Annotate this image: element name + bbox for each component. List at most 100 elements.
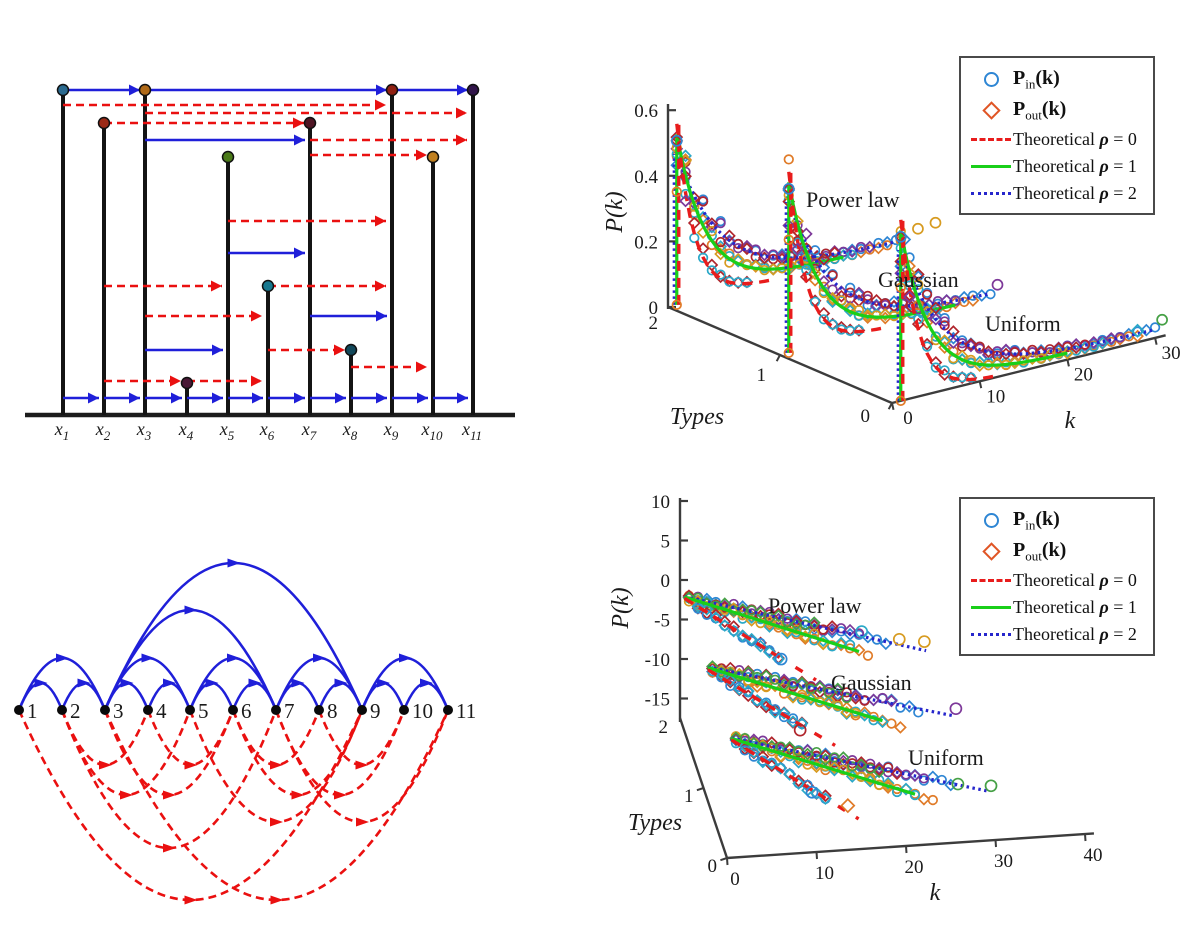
data-marker-diamond [819, 753, 832, 766]
network-node [57, 705, 67, 715]
data-marker-diamond [964, 337, 978, 351]
data-marker-circle [706, 265, 717, 276]
arc-arrowhead [205, 678, 219, 688]
node-label: 5 [198, 699, 209, 723]
data-marker-diamond [861, 308, 875, 322]
network-node [443, 705, 453, 715]
data-marker-diamond [880, 235, 894, 249]
data-marker-diamond [902, 699, 916, 713]
tick-label: 2 [659, 717, 669, 738]
tick-label: 0 [861, 406, 871, 427]
interval-endpoint-dot [180, 376, 194, 390]
pin-circle-icon [969, 513, 1013, 528]
data-marker-diamond [732, 682, 746, 696]
arc-network-panel: 1 2 3 4 5 6 7 8 9 10 11 [14, 558, 476, 905]
interval-label: x5 [219, 419, 235, 443]
node-label: 8 [327, 699, 338, 723]
data-marker-circle [1149, 322, 1161, 333]
data-marker-diamond [957, 290, 971, 304]
arc-arrowhead [356, 817, 369, 827]
types-axis-label-linear: Types [670, 404, 724, 430]
arc-arrowhead [34, 678, 48, 688]
annotation-power-law-linear: Power law [806, 187, 900, 212]
annotation-uniform-linear: Uniform [985, 311, 1061, 336]
tick-label: 1 [684, 786, 694, 807]
data-marker-diamond [881, 776, 895, 790]
data-marker-circle [912, 222, 924, 235]
data-marker-diamond [792, 750, 806, 764]
data-marker-diamond [756, 750, 770, 764]
data-marker-diamond [768, 705, 782, 719]
data-marker-diamond [849, 689, 863, 703]
arc-arrowhead [184, 605, 198, 615]
data-marker-circle [818, 624, 829, 635]
tick-label: 40 [1084, 845, 1103, 866]
pout-diamond-icon [969, 542, 1013, 561]
data-marker-circle [835, 623, 847, 634]
arc-arrowhead [355, 760, 369, 770]
data-marker-diamond [854, 758, 868, 772]
data-marker-diamond [834, 320, 848, 334]
node-label: 4 [156, 699, 167, 723]
data-marker-diamond [890, 767, 904, 781]
arc-arrowhead [270, 760, 283, 770]
data-marker-diamond [709, 611, 723, 625]
interval-label: x10 [421, 419, 444, 443]
data-marker-diamond [817, 252, 831, 266]
node-label: 7 [284, 699, 295, 723]
pk-axis-label-log: P(k) [608, 587, 634, 629]
data-marker-circle [929, 216, 942, 229]
data-marker-diamond [825, 620, 839, 633]
data-marker-diamond [819, 749, 832, 763]
red-dashed-arc [60, 709, 150, 767]
data-marker-diamond [908, 769, 922, 783]
interval-label: x1 [54, 419, 70, 443]
data-marker-circle [895, 395, 906, 406]
annotation-uniform-log: Uniform [908, 745, 984, 770]
data-marker-diamond [792, 777, 806, 790]
data-marker-diamond [731, 254, 745, 268]
data-marker-circle [886, 718, 897, 729]
data-marker-diamond [1104, 332, 1118, 345]
tick-label: -10 [645, 650, 670, 671]
legend-label: Pout(k) [1013, 538, 1067, 564]
data-marker-circle [930, 331, 941, 342]
data-marker-diamond [1043, 348, 1057, 362]
data-marker-circle [783, 347, 794, 358]
data-marker-diamond [691, 600, 705, 613]
data-marker-diamond [890, 765, 904, 779]
tick-label: 2 [649, 313, 659, 334]
data-marker-diamond [878, 308, 892, 321]
data-marker-circle [774, 652, 788, 666]
theoretical-dotted-line-icon [969, 192, 1013, 195]
data-marker-diamond [722, 235, 736, 249]
data-marker-diamond [827, 761, 841, 774]
data-marker-circle [697, 196, 709, 207]
data-marker-circle [895, 282, 906, 293]
data-marker-diamond [813, 679, 827, 693]
tick-label: 10 [986, 386, 1005, 407]
tick-label: -15 [645, 690, 670, 711]
data-marker-diamond [879, 637, 893, 651]
interval-endpoint-dot [56, 83, 70, 97]
arc-arrowhead [141, 653, 155, 663]
interval-label: x11 [461, 419, 482, 443]
data-marker-circle [859, 695, 870, 706]
data-marker-diamond [795, 676, 809, 690]
data-marker-circle [927, 794, 938, 806]
data-marker-diamond [852, 286, 866, 300]
k-axis-label-log: k [930, 880, 941, 906]
interval-endpoint-dot [261, 279, 275, 293]
data-marker-circle [892, 632, 906, 646]
data-marker-diamond [834, 289, 848, 303]
data-marker-circle [1156, 313, 1168, 326]
k-axis [726, 832, 1095, 860]
tick-label: 0 [649, 298, 659, 319]
data-marker-diamond [854, 756, 868, 769]
interval-endpoint-dot [426, 150, 440, 164]
tick-label: 0.6 [634, 101, 658, 122]
arc-arrowhead [313, 653, 326, 663]
data-marker-diamond [749, 258, 763, 272]
legend-row-2: Theoretical ρ = 0 [969, 567, 1149, 594]
